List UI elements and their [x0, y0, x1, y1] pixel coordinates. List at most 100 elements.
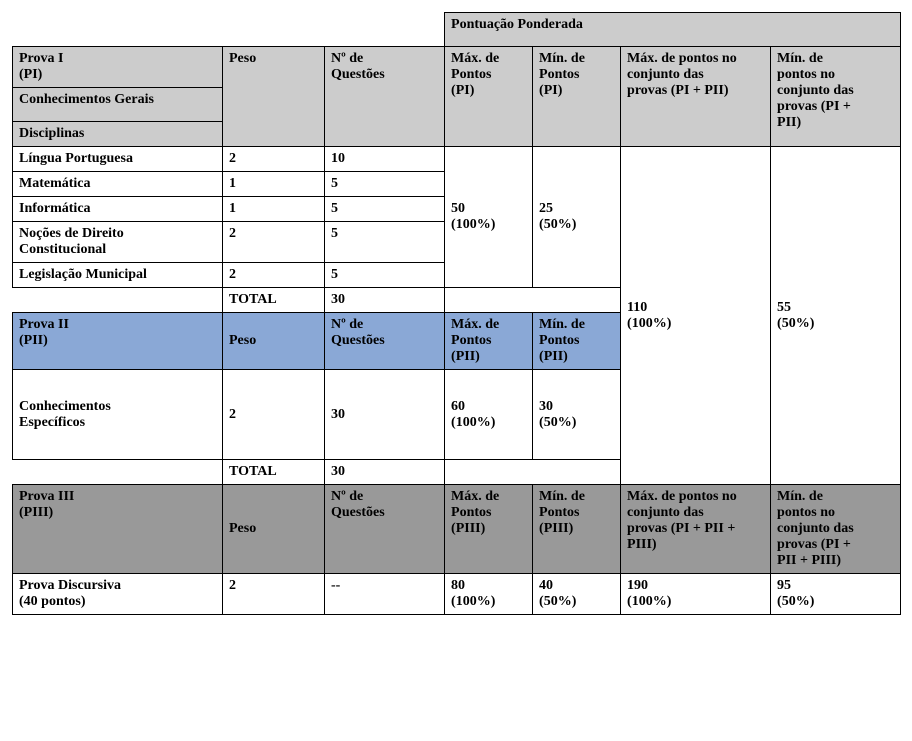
cell-text: 40	[539, 578, 553, 593]
col-peso-header: Peso	[223, 313, 325, 370]
cell-text: (50%)	[539, 415, 576, 430]
total-nq-cell: 30	[325, 460, 445, 485]
max-cell: 60 (100%)	[445, 370, 533, 460]
cell-text: (PII)	[19, 333, 48, 348]
empty-cell	[13, 13, 445, 47]
col-nq-header: Nº de Questões	[325, 313, 445, 370]
total-nq-cell: 30	[325, 288, 445, 313]
total-label-cell: TOTAL	[223, 288, 325, 313]
pII-header: Prova II (PII)	[13, 313, 223, 370]
cell-text: Nº de	[331, 489, 363, 504]
conj-min-cell: 95 (50%)	[771, 574, 901, 615]
empty-cell	[445, 288, 621, 313]
scoring-table: Pontuação Ponderada Prova I (PI) Peso Nº…	[12, 12, 901, 615]
cell-text: Máx. de	[451, 317, 499, 332]
cell-text: provas (PI +	[777, 99, 851, 114]
cell-text: Máx. de pontos no	[627, 489, 737, 504]
cell-text: (40 pontos)	[19, 594, 86, 609]
discipline-cell: Matemática	[13, 172, 223, 197]
cell-text: Prova II	[19, 317, 69, 332]
cell-text: (PIII)	[451, 521, 485, 536]
cell-text: Máx. de	[451, 51, 499, 66]
cell-text: (50%)	[539, 594, 576, 609]
nq-cell: 5	[325, 197, 445, 222]
cell-text: Conhecimentos	[19, 399, 111, 414]
col-peso-header: Peso	[223, 47, 325, 147]
discipline-cell: Prova Discursiva (40 pontos)	[13, 574, 223, 615]
nq-cell: 5	[325, 263, 445, 288]
col-minpiii-header: Mín. de Pontos (PIII)	[533, 485, 621, 574]
cell-text: (PIII)	[19, 505, 53, 520]
min-cell: 40 (50%)	[533, 574, 621, 615]
cell-text: Pontos	[451, 505, 491, 520]
nq-cell: 30	[325, 370, 445, 460]
nq-cell: 5	[325, 172, 445, 197]
cell-text: conjunto das	[777, 521, 854, 536]
cell-text: Pontos	[451, 67, 491, 82]
cell-text: 25	[539, 201, 553, 216]
cell-text: 50	[451, 201, 465, 216]
cell-text: Questões	[331, 67, 385, 82]
cell-text: (PIII)	[539, 521, 573, 536]
peso-cell: 1	[223, 197, 325, 222]
cell-text: provas (PI + PII +	[627, 521, 735, 536]
pIII-header: Prova III (PIII)	[13, 485, 223, 574]
cell-text: 55	[777, 300, 791, 315]
cell-text: (PII)	[539, 349, 568, 364]
peso-cell: 2	[223, 222, 325, 263]
cell-text: Prova III	[19, 489, 74, 504]
cell-text: Constitucional	[19, 242, 106, 257]
cell-text: (PI)	[19, 67, 42, 82]
cell-text: (100%)	[627, 594, 671, 609]
cell-text: (PII)	[451, 349, 480, 364]
cell-text: Pontos	[539, 505, 579, 520]
cell-text: Noções de Direito	[19, 226, 124, 241]
cell-text: Mín. de	[539, 51, 585, 66]
cell-text: Mín. de	[539, 317, 585, 332]
empty-cell	[13, 288, 223, 313]
cell-text: (50%)	[777, 316, 814, 331]
cell-text: (100%)	[451, 594, 495, 609]
pI-subheader: Conhecimentos Gerais	[13, 88, 223, 122]
cell-text: Prova Discursiva	[19, 578, 121, 593]
cell-text: Pontos	[451, 333, 491, 348]
col-maxpii-header: Máx. de Pontos (PII)	[445, 313, 533, 370]
cell-text: 80	[451, 578, 465, 593]
discipline-cell: Conhecimentos Específicos	[13, 370, 223, 460]
cell-text: Questões	[331, 505, 385, 520]
col-nq-header: Nº de Questões	[325, 485, 445, 574]
max-cell: 80 (100%)	[445, 574, 533, 615]
cell-text: Específicos	[19, 415, 85, 430]
cell-text: Nº de	[331, 51, 363, 66]
col-nq-header: Nº de Questões	[325, 47, 445, 147]
peso-cell: 1	[223, 172, 325, 197]
cell-text: 60	[451, 399, 465, 414]
cell-text: 30	[539, 399, 553, 414]
cell-text: PIII)	[627, 537, 657, 552]
col-peso-header: Peso	[223, 485, 325, 574]
col-minpii-header: Mín. de Pontos (PII)	[533, 313, 621, 370]
table-row: Prova III (PIII) Peso Nº de Questões Máx…	[13, 485, 901, 574]
cell-text: (50%)	[539, 217, 576, 232]
cell-text: PII + PIII)	[777, 553, 841, 568]
cell-text: Prova I	[19, 51, 63, 66]
cell-text: Máx. de pontos no	[627, 51, 737, 66]
cell-text: conjunto das	[627, 505, 704, 520]
cell-text: (PI)	[539, 83, 562, 98]
cell-text: Máx. de	[451, 489, 499, 504]
min-cell: 30 (50%)	[533, 370, 621, 460]
peso-cell: 2	[223, 263, 325, 288]
cell-text: (PI)	[451, 83, 474, 98]
discipline-cell: Língua Portuguesa	[13, 147, 223, 172]
col-minpi-header: Mín. de Pontos (PI)	[533, 47, 621, 147]
col-conjmin-piii-header: Mín. de pontos no conjunto das provas (P…	[771, 485, 901, 574]
pI-header: Prova I (PI)	[13, 47, 223, 88]
col-conjmax-piii-header: Máx. de pontos no conjunto das provas (P…	[621, 485, 771, 574]
pI-disciplinas-header: Disciplinas	[13, 122, 223, 147]
peso-cell: 2	[223, 574, 325, 615]
cell-text: (100%)	[451, 217, 495, 232]
nq-cell: 5	[325, 222, 445, 263]
nq-cell: --	[325, 574, 445, 615]
pI-min-group: 25 (50%)	[533, 147, 621, 288]
cell-text: Mín. de	[777, 489, 823, 504]
